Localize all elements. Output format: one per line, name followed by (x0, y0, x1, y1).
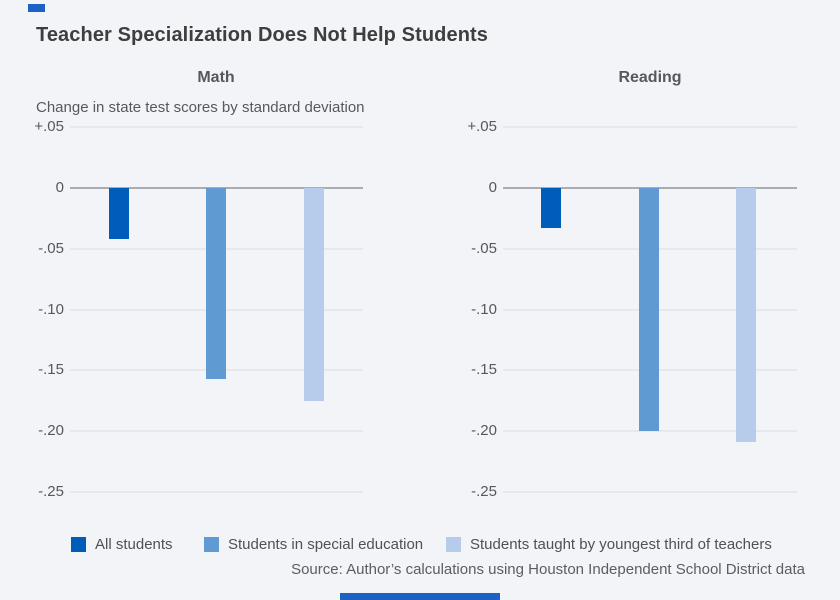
legend-label: Students in special education (228, 536, 424, 553)
y-axis-note: Change in state test scores by standard … (36, 99, 365, 116)
legend-swatch-youngest-third (446, 537, 461, 552)
chart-title: Teacher Specialization Does Not Help Stu… (36, 24, 488, 46)
legend-label: All students (95, 536, 173, 553)
bar-all-students (541, 188, 561, 228)
y-tick-label: -.10 (471, 301, 497, 318)
legend-swatch-all-students (71, 537, 86, 552)
y-tick-label: 0 (55, 179, 64, 196)
gridline (503, 491, 797, 493)
bar-students-taught-by-youngest-third-of-teachers (736, 188, 756, 442)
y-tick-label: -.05 (471, 240, 497, 257)
bar-students-taught-by-youngest-third-of-teachers (304, 188, 324, 401)
gridline (70, 430, 363, 432)
y-tick-label: -.15 (38, 361, 64, 378)
bar-students-in-special-education (639, 188, 659, 431)
source-line: Source: Author’s calculations using Hous… (291, 561, 805, 578)
y-tick-label: 0 (488, 179, 497, 196)
legend: All students Students in special educati… (0, 537, 840, 553)
gridline (503, 430, 797, 432)
y-tick-label: +.05 (34, 118, 64, 135)
bottom-rule (340, 593, 500, 600)
y-tick-label: -.10 (38, 301, 64, 318)
y-tick-label: +.05 (467, 118, 497, 135)
bar-all-students (109, 188, 129, 239)
panel-title-reading: Reading (618, 69, 682, 86)
gridline (503, 126, 797, 128)
y-tick-label: -.05 (38, 240, 64, 257)
y-tick-label: -.20 (471, 422, 497, 439)
y-tick-label: -.25 (471, 483, 497, 500)
y-tick-label: -.20 (38, 422, 64, 439)
y-tick-label: -.25 (38, 483, 64, 500)
legend-label: Students taught by youngest third of tea… (470, 536, 772, 553)
y-tick-label: -.15 (471, 361, 497, 378)
brand-mark (28, 4, 45, 12)
gridline (70, 126, 363, 128)
legend-swatch-special-education (204, 537, 219, 552)
gridline (70, 491, 363, 493)
panel-title-math: Math (197, 69, 235, 86)
bar-students-in-special-education (206, 188, 226, 379)
